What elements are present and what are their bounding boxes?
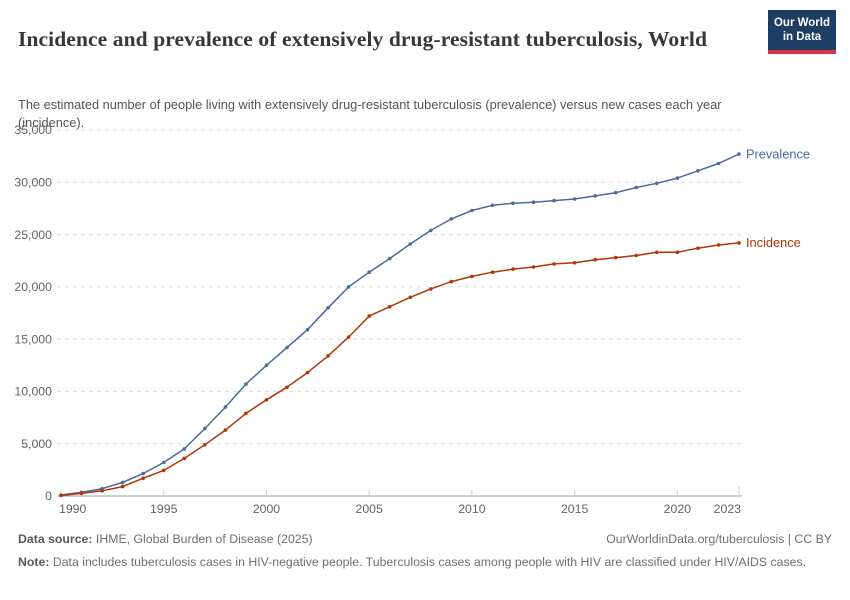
data-point-incidence[interactable] — [223, 428, 228, 432]
data-point-prevalence[interactable] — [367, 270, 372, 275]
data-point-prevalence[interactable] — [552, 198, 556, 203]
data-point-incidence[interactable] — [326, 354, 330, 358]
data-point-incidence[interactable] — [182, 456, 187, 461]
note-label: Note: — [18, 554, 50, 569]
data-point-incidence[interactable] — [203, 443, 207, 447]
data-point-prevalence[interactable] — [613, 190, 618, 195]
data-source-value[interactable]: IHME, Global Burden of Disease (2025) — [92, 532, 313, 546]
data-point-prevalence[interactable] — [593, 194, 597, 198]
x-tick-label: 2020 — [664, 502, 692, 516]
series-line-incidence[interactable] — [60, 242, 740, 497]
owid-logo-line2: in Data — [782, 31, 822, 44]
data-point-incidence[interactable] — [120, 484, 125, 489]
data-point-prevalence[interactable] — [655, 181, 659, 186]
data-point-incidence[interactable] — [552, 262, 556, 266]
data-point-incidence[interactable] — [161, 468, 166, 473]
data-point-incidence[interactable] — [408, 295, 413, 300]
data-point-incidence[interactable] — [470, 274, 474, 279]
note-line: Note: Data includes tuberculosis cases i… — [18, 554, 832, 572]
data-point-incidence[interactable] — [531, 265, 536, 269]
data-point-incidence[interactable] — [305, 370, 310, 375]
data-point-incidence[interactable] — [490, 270, 495, 275]
data-point-prevalence[interactable] — [161, 460, 166, 465]
y-tick-label: 25,000 — [14, 228, 52, 242]
data-point-incidence[interactable] — [367, 314, 372, 318]
data-point-prevalence[interactable] — [346, 285, 351, 289]
data-point-prevalence[interactable] — [490, 203, 495, 208]
data-point-prevalence[interactable] — [572, 197, 577, 201]
data-point-prevalence[interactable] — [716, 161, 721, 166]
data-point-incidence[interactable] — [141, 476, 145, 481]
data-point-incidence[interactable] — [346, 335, 351, 339]
data-point-prevalence[interactable] — [244, 382, 248, 386]
owid-logo-line1: Our World — [773, 17, 830, 29]
data-point-prevalence[interactable] — [203, 426, 207, 431]
data-point-prevalence[interactable] — [634, 185, 639, 190]
chart-footer: Data source: IHME, Global Burden of Dise… — [18, 531, 832, 572]
data-point-incidence[interactable] — [655, 250, 659, 255]
note-value: Data includes tuberculosis cases in HIV-… — [49, 554, 807, 569]
data-source-line: Data source: IHME, Global Burden of Dise… — [18, 531, 313, 549]
data-point-prevalence[interactable] — [408, 242, 413, 246]
x-tick-label: 1990 — [59, 502, 87, 516]
owid-logo[interactable]: Our World in Data — [768, 10, 836, 54]
data-point-incidence[interactable] — [613, 255, 618, 260]
data-point-prevalence[interactable] — [470, 208, 474, 213]
y-tick-label: 30,000 — [14, 175, 52, 189]
x-tick-label: 2023 — [714, 502, 742, 516]
data-point-incidence[interactable] — [593, 257, 597, 262]
data-point-incidence[interactable] — [737, 241, 741, 245]
series-label-prevalence: Prevalence — [746, 146, 810, 161]
data-point-prevalence[interactable] — [387, 256, 392, 261]
data-point-prevalence[interactable] — [120, 480, 125, 485]
y-tick-label: 0 — [45, 489, 52, 503]
data-source-label: Data source: — [18, 532, 93, 546]
data-point-prevalence[interactable] — [696, 169, 700, 173]
data-point-incidence[interactable] — [244, 411, 248, 416]
data-point-incidence[interactable] — [264, 398, 269, 402]
data-point-prevalence[interactable] — [305, 327, 310, 332]
data-point-prevalence[interactable] — [531, 200, 536, 204]
y-tick-label: 35,000 — [14, 123, 52, 137]
data-point-incidence[interactable] — [429, 287, 433, 291]
data-point-incidence[interactable] — [696, 246, 700, 250]
data-point-prevalence[interactable] — [511, 201, 515, 205]
x-tick-label: 2010 — [458, 502, 486, 516]
data-point-prevalence[interactable] — [141, 471, 145, 476]
data-point-incidence[interactable] — [675, 250, 680, 255]
chart-subtitle: The estimated number of people living wi… — [18, 96, 722, 130]
x-tick-label: 2015 — [561, 502, 589, 516]
x-tick-label: 1995 — [150, 502, 178, 516]
data-point-prevalence[interactable] — [429, 228, 433, 233]
y-tick-label: 10,000 — [14, 385, 52, 399]
data-point-incidence[interactable] — [511, 267, 515, 271]
y-tick-label: 5,000 — [21, 437, 52, 451]
data-point-incidence[interactable] — [449, 279, 454, 284]
data-point-incidence[interactable] — [387, 304, 392, 309]
data-point-prevalence[interactable] — [182, 447, 187, 451]
data-point-prevalence[interactable] — [675, 176, 680, 180]
attribution-link[interactable]: OurWorldinData.org/tuberculosis | CC BY — [606, 532, 832, 546]
data-point-prevalence[interactable] — [326, 306, 330, 310]
data-point-prevalence[interactable] — [449, 217, 454, 221]
data-point-incidence[interactable] — [572, 261, 577, 265]
series-line-prevalence[interactable] — [60, 153, 740, 496]
series-label-incidence: Incidence — [746, 235, 801, 250]
y-tick-label: 20,000 — [14, 280, 52, 294]
data-point-incidence[interactable] — [716, 243, 721, 247]
x-tick-label: 2000 — [253, 502, 281, 516]
data-point-prevalence[interactable] — [223, 405, 228, 409]
page-title: Incidence and prevalence of extensively … — [18, 27, 708, 52]
data-point-prevalence[interactable] — [264, 363, 269, 368]
data-point-incidence[interactable] — [285, 385, 289, 390]
x-tick-label: 2005 — [356, 502, 384, 516]
data-point-incidence[interactable] — [100, 489, 104, 493]
data-point-incidence[interactable] — [79, 491, 84, 496]
data-point-prevalence[interactable] — [737, 152, 741, 156]
data-point-prevalence[interactable] — [285, 345, 289, 350]
y-tick-label: 15,000 — [14, 332, 52, 346]
data-point-incidence[interactable] — [59, 493, 63, 498]
data-point-incidence[interactable] — [634, 253, 639, 258]
